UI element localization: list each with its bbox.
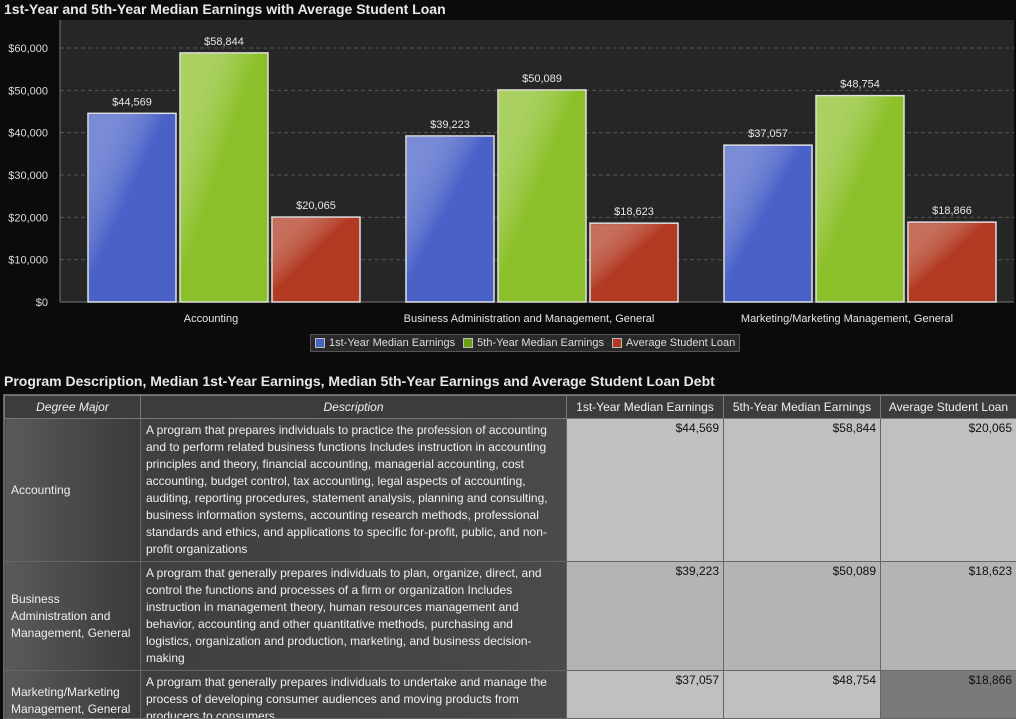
bar-gloss (181, 54, 267, 301)
fifth-year-earnings-cell: $48,754 (724, 671, 881, 719)
bar-gloss (407, 137, 493, 301)
table-title: Program Description, Median 1st-Year Ear… (4, 373, 715, 389)
legend-swatch-student-loan (612, 338, 622, 348)
x-category-label: Accounting (184, 313, 238, 325)
y-tick-label: $50,000 (8, 85, 48, 97)
bar-gloss (817, 97, 903, 301)
description-cell: A program that generally prepares indivi… (141, 671, 567, 719)
y-tick-label: $60,000 (8, 43, 48, 55)
legend-item-5th-year[interactable]: 5th-Year Median Earnings (463, 337, 604, 349)
legend-item-student-loan[interactable]: Average Student Loan (612, 337, 735, 349)
student-loan-cell: $20,065 (881, 419, 1016, 562)
description-cell: A program that generally prepares indivi… (141, 562, 567, 671)
y-tick-label: $0 (36, 297, 48, 309)
table-header-row: Degree Major Description 1st-Year Median… (5, 396, 1016, 419)
table-row[interactable]: Business Administration and Management, … (5, 562, 1016, 671)
program-table: Degree Major Description 1st-Year Median… (4, 395, 1016, 719)
y-tick-label: $40,000 (8, 128, 48, 140)
legend-swatch-5th-year (463, 338, 473, 348)
description-cell: A program that prepares individuals to p… (141, 419, 567, 562)
bar-value-label: $50,089 (522, 73, 562, 85)
x-category-label: Business Administration and Management, … (404, 313, 655, 325)
bar-chart: $0 $10,000 $20,000 $30,000 $40,000 $50,000 $60… (0, 0, 1016, 332)
bar-value-label: $18,623 (614, 206, 654, 218)
bar-value-label: $37,057 (748, 128, 788, 140)
chart-legend: 1st-Year Median Earnings 5th-Year Median… (310, 334, 740, 352)
table-row[interactable]: Accounting A program that prepares indiv… (5, 419, 1016, 562)
bar-gloss (725, 146, 811, 301)
degree-major-cell: Marketing/Marketing Management, General (5, 671, 141, 719)
first-year-earnings-cell: $39,223 (567, 562, 724, 671)
bar-gloss (273, 218, 359, 301)
program-table-container: Degree Major Description 1st-Year Median… (3, 394, 1016, 719)
bar-gloss (909, 223, 995, 301)
bar-value-label: $44,569 (112, 96, 152, 108)
y-tick-label: $30,000 (8, 170, 48, 182)
col-header-5th-year[interactable]: 5th-Year Median Earnings (724, 396, 881, 419)
bar-gloss (89, 114, 175, 301)
legend-item-1st-year[interactable]: 1st-Year Median Earnings (315, 337, 455, 349)
student-loan-cell: $18,866 (881, 671, 1016, 719)
col-header-degree-major[interactable]: Degree Major (5, 396, 141, 419)
col-header-1st-year[interactable]: 1st-Year Median Earnings (567, 396, 724, 419)
bar-value-label: $18,866 (932, 205, 972, 217)
legend-label-5th-year: 5th-Year Median Earnings (477, 337, 604, 349)
col-header-description[interactable]: Description (141, 396, 567, 419)
first-year-earnings-cell: $37,057 (567, 671, 724, 719)
degree-major-cell: Business Administration and Management, … (5, 562, 141, 671)
first-year-earnings-cell: $44,569 (567, 419, 724, 562)
degree-major-cell: Accounting (5, 419, 141, 562)
x-category-label: Marketing/Marketing Management, General (741, 313, 953, 325)
bar-value-label: $39,223 (430, 119, 470, 131)
fifth-year-earnings-cell: $58,844 (724, 419, 881, 562)
y-tick-label: $10,000 (8, 255, 48, 267)
table-row[interactable]: Marketing/Marketing Management, General … (5, 671, 1016, 719)
bar-value-label: $58,844 (204, 36, 244, 48)
student-loan-cell: $18,623 (881, 562, 1016, 671)
bar-value-label: $48,754 (840, 79, 880, 91)
legend-label-1st-year: 1st-Year Median Earnings (329, 337, 455, 349)
bar-value-label: $20,065 (296, 200, 336, 212)
col-header-student-loan[interactable]: Average Student Loan (881, 396, 1016, 419)
bar-gloss (499, 91, 585, 301)
bar-gloss (591, 224, 677, 301)
fifth-year-earnings-cell: $50,089 (724, 562, 881, 671)
legend-label-student-loan: Average Student Loan (626, 337, 735, 349)
legend-swatch-1st-year (315, 338, 325, 348)
y-tick-label: $20,000 (8, 212, 48, 224)
